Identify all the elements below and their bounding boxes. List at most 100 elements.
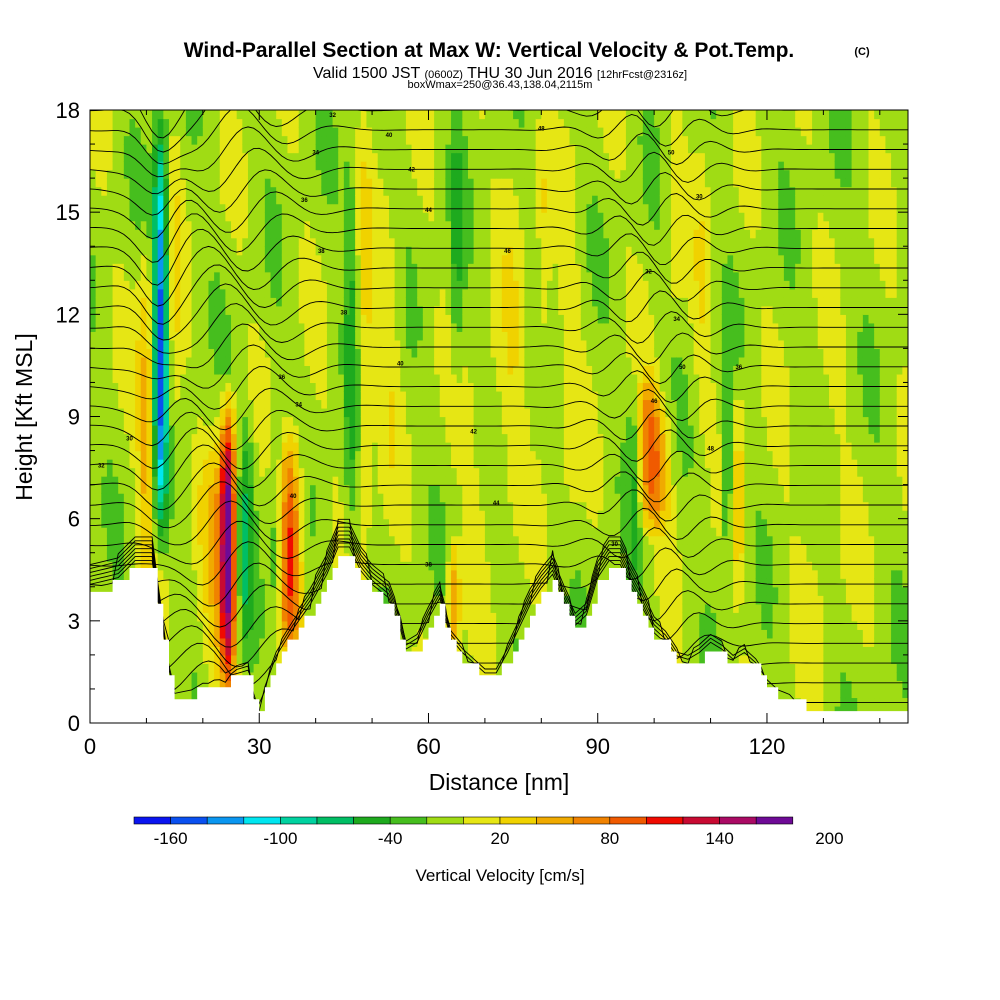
velocity-cell	[146, 331, 153, 341]
velocity-cell	[106, 467, 114, 477]
velocity-cell	[214, 373, 221, 384]
velocity-cell	[422, 442, 430, 452]
velocity-cell	[400, 271, 407, 281]
velocity-cell	[343, 127, 351, 137]
velocity-cell	[95, 510, 102, 520]
velocity-cell	[129, 476, 136, 486]
velocity-cell	[174, 595, 181, 605]
velocity-cell	[372, 127, 379, 137]
velocity-cell	[146, 501, 153, 511]
velocity-cell	[467, 425, 475, 435]
velocity-cell	[264, 305, 272, 315]
velocity-cell	[163, 569, 170, 579]
velocity-cell	[366, 314, 373, 324]
velocity-cell	[219, 518, 226, 528]
velocity-cell	[270, 110, 277, 120]
velocity-cell	[451, 552, 458, 562]
velocity-cell	[377, 569, 384, 579]
velocity-cell	[135, 425, 142, 435]
velocity-cell	[157, 331, 164, 341]
velocity-cell	[366, 407, 373, 418]
velocity-cell	[106, 425, 114, 435]
velocity-cell	[411, 305, 418, 315]
velocity-cell	[197, 322, 204, 332]
velocity-cell	[456, 459, 463, 469]
velocity-cell	[253, 654, 260, 664]
velocity-cell	[293, 127, 300, 137]
velocity-cell	[129, 339, 136, 349]
velocity-cell	[264, 620, 272, 630]
velocity-cell	[400, 288, 407, 298]
velocity-cell	[135, 229, 142, 239]
velocity-cell	[208, 416, 215, 426]
velocity-cell	[411, 144, 418, 154]
velocity-cell	[247, 382, 255, 392]
velocity-cell	[140, 339, 148, 349]
velocity-cell	[360, 365, 368, 375]
velocity-cell	[372, 186, 379, 196]
velocity-cell	[185, 135, 193, 145]
velocity-cell	[123, 416, 131, 426]
velocity-cell	[366, 280, 373, 290]
velocity-cell	[118, 127, 125, 137]
velocity-cell	[326, 305, 334, 315]
velocity-cell	[400, 348, 407, 358]
velocity-cell	[253, 152, 260, 162]
velocity-cell	[146, 535, 153, 545]
velocity-cell	[264, 280, 272, 290]
velocity-cell	[394, 331, 401, 341]
velocity-cell	[225, 671, 232, 682]
velocity-cell	[338, 186, 345, 196]
velocity-cell	[247, 169, 255, 179]
velocity-cell	[197, 484, 204, 494]
velocity-cell	[157, 288, 164, 298]
velocity-cell	[163, 288, 170, 298]
velocity-cell	[377, 288, 384, 298]
velocity-cell	[259, 152, 266, 162]
velocity-cell	[112, 433, 119, 443]
velocity-cell	[338, 203, 345, 213]
velocity-cell	[168, 314, 176, 324]
velocity-cell	[219, 637, 226, 647]
velocity-cell	[185, 169, 193, 179]
velocity-cell	[439, 220, 447, 230]
velocity-cell	[377, 484, 384, 494]
velocity-cell	[360, 416, 368, 426]
velocity-cell	[304, 186, 311, 196]
velocity-cell	[270, 263, 277, 273]
velocity-cell	[321, 493, 328, 503]
velocity-cell	[298, 152, 305, 162]
velocity-cell	[231, 578, 238, 588]
velocity-cell	[247, 501, 255, 511]
velocity-cell	[417, 280, 424, 290]
velocity-cell	[112, 476, 119, 486]
velocity-cell	[287, 365, 294, 375]
velocity-cell	[360, 229, 368, 239]
velocity-cell	[185, 254, 193, 264]
velocity-cell	[146, 169, 153, 179]
velocity-cell	[405, 493, 413, 503]
velocity-cell	[180, 212, 187, 222]
velocity-cell	[152, 552, 159, 562]
velocity-cell	[304, 442, 311, 452]
velocity-cell	[185, 229, 193, 239]
velocity-cell	[253, 663, 260, 673]
velocity-cell	[332, 110, 339, 120]
velocity-cell	[191, 629, 198, 639]
velocity-cell	[101, 476, 108, 486]
velocity-cell	[259, 356, 266, 367]
velocity-cell	[445, 144, 452, 154]
velocity-cell	[326, 178, 334, 188]
velocity-cell	[146, 467, 153, 477]
velocity-cell	[123, 135, 131, 145]
velocity-cell	[315, 144, 322, 154]
velocity-cell	[422, 425, 430, 435]
velocity-cell	[281, 484, 289, 494]
velocity-cell	[174, 459, 181, 469]
velocity-cell	[264, 637, 272, 647]
velocity-cell	[304, 110, 311, 120]
velocity-cell	[185, 544, 193, 554]
velocity-cell	[163, 433, 170, 443]
velocity-cell	[405, 450, 413, 460]
velocity-cell	[214, 271, 221, 281]
